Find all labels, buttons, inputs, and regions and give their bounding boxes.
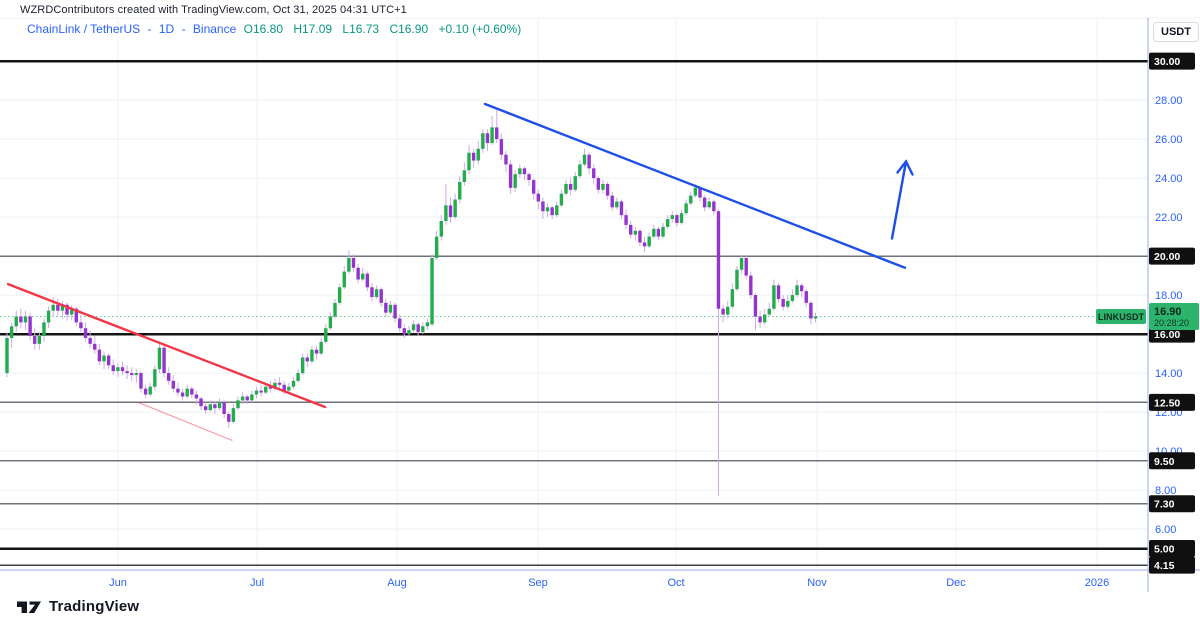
svg-text:Aug: Aug xyxy=(387,577,407,589)
legend-change: +0.10 (+0.60%) xyxy=(438,22,522,36)
price-level-badge: 30.00 xyxy=(1149,52,1195,70)
svg-text:Oct: Oct xyxy=(667,577,684,589)
red-trendline-minor xyxy=(137,401,233,441)
svg-text:2026: 2026 xyxy=(1085,577,1109,589)
svg-text:18.00: 18.00 xyxy=(1155,290,1183,302)
horizontal-level-lines xyxy=(0,59,1148,566)
chart-grid xyxy=(0,18,1148,570)
time-axis[interactable]: Jun Jul Aug Sep Oct Nov Dec 2026 xyxy=(109,577,1109,589)
svg-text:16.00: 16.00 xyxy=(1154,329,1180,341)
svg-text:8.00: 8.00 xyxy=(1155,485,1176,497)
svg-text:5.00: 5.00 xyxy=(1154,544,1175,556)
price-level-badge: 4.15 xyxy=(1149,556,1195,574)
blue-up-arrow xyxy=(890,160,908,240)
svg-text:26.00: 26.00 xyxy=(1155,134,1183,146)
candlestick-series xyxy=(5,109,818,496)
svg-text:28.00: 28.00 xyxy=(1155,95,1183,107)
price-level-badge: 7.30 xyxy=(1149,495,1195,513)
legend-open: O16.80 xyxy=(243,22,283,36)
svg-text:12.50: 12.50 xyxy=(1154,397,1180,409)
blue-up-arrow-head xyxy=(896,159,914,176)
price-level-badge: 9.50 xyxy=(1149,452,1195,470)
blue-trendline xyxy=(483,102,907,269)
last-price-value: 16.90 xyxy=(1154,305,1182,318)
svg-text:Nov: Nov xyxy=(807,577,827,589)
svg-text:Jul: Jul xyxy=(250,577,264,589)
price-level-badge: 12.50 xyxy=(1149,393,1195,411)
price-axis[interactable]: 28.0026.0024.0022.0018.0014.0012.0010.00… xyxy=(1149,52,1195,574)
currency-toggle-button[interactable]: USDT xyxy=(1153,22,1199,42)
svg-text:20.00: 20.00 xyxy=(1154,251,1180,263)
legend-exchange: Binance xyxy=(192,22,237,36)
tradingview-logo-text: TradingView xyxy=(49,598,140,615)
svg-text:Sep: Sep xyxy=(528,577,548,589)
svg-text:22.00: 22.00 xyxy=(1155,212,1183,224)
last-price-badge: 16.90 20:28:20 xyxy=(1149,303,1199,330)
analyst-drawings xyxy=(6,102,914,441)
legend-separator: - xyxy=(181,22,186,36)
svg-text:24.00: 24.00 xyxy=(1155,173,1183,185)
svg-text:14.00: 14.00 xyxy=(1155,368,1183,380)
tradingview-logo-icon xyxy=(17,601,41,613)
legend-close: C16.90 xyxy=(389,22,429,36)
price-level-badge: 20.00 xyxy=(1149,247,1195,265)
red-trendline-major xyxy=(6,282,327,409)
chart-borders xyxy=(0,17,1200,592)
bar-countdown: 20:28:20 xyxy=(1154,317,1190,328)
symbol-price-label: LINKUSDT xyxy=(1096,309,1146,324)
tradingview-logo[interactable]: TradingView xyxy=(16,598,139,615)
legend-symbol: ChainLink / TetherUS xyxy=(27,22,141,36)
svg-text:9.50: 9.50 xyxy=(1154,456,1175,468)
svg-text:4.15: 4.15 xyxy=(1154,560,1175,572)
legend-separator: - xyxy=(147,22,152,36)
legend-low: L16.73 xyxy=(342,22,380,36)
svg-text:30.00: 30.00 xyxy=(1154,56,1180,68)
svg-text:6.00: 6.00 xyxy=(1155,524,1176,536)
symbol-legend[interactable]: ChainLink / TetherUS - 1D - Binance O16.… xyxy=(27,22,528,36)
svg-text:Dec: Dec xyxy=(946,577,966,589)
price-level-badge: 5.00 xyxy=(1149,540,1195,558)
legend-high: H17.09 xyxy=(293,22,333,36)
svg-text:Jun: Jun xyxy=(109,577,127,589)
legend-interval: 1D xyxy=(158,22,175,36)
svg-text:7.30: 7.30 xyxy=(1154,499,1175,511)
attribution-text: WZRDContributors created with TradingVie… xyxy=(20,4,407,16)
